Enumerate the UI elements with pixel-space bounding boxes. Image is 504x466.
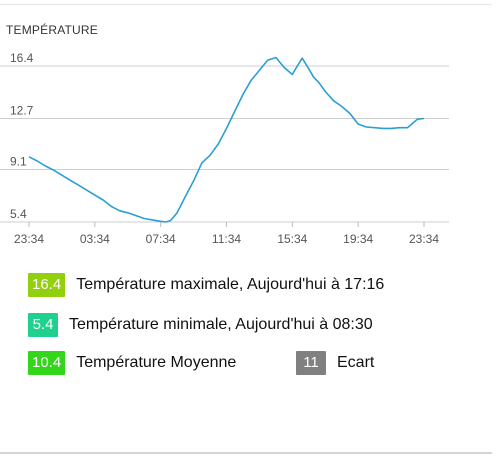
stat-average: 10.4 Température Moyenne: [28, 351, 236, 375]
x-tick-label: 07:34: [146, 232, 176, 246]
min-temp-badge: 5.4: [28, 313, 58, 337]
y-tick-label: 5.4: [10, 207, 27, 221]
max-temp-label: Température maximale, Aujourd'hui à 17:1…: [76, 276, 385, 293]
temperature-chart: 5.4 9.1 12.7 16.4 23:34 03:34 07:34 11:34 15:34…: [0, 51, 449, 246]
range-badge: 11: [296, 351, 326, 375]
chart-grid: [0, 65, 449, 223]
y-axis-ticks: 5.4 9.1 12.7 16.4: [10, 51, 34, 221]
chart-title: TEMPÉRATURE: [6, 23, 98, 37]
stat-max: 16.4 Température maximale, Aujourd'hui à…: [28, 273, 384, 297]
x-tick-label: 23:34: [14, 232, 44, 246]
x-tick-label: 15:34: [277, 232, 307, 246]
max-temp-badge: 16.4: [28, 273, 66, 297]
range-label: Ecart: [337, 354, 375, 371]
bottom-divider: [0, 452, 492, 454]
min-temp-label: Température minimale, Aujourd'hui à 08:3…: [69, 316, 373, 333]
x-tick-label: 19:34: [343, 232, 373, 246]
stat-range: 11 Ecart: [296, 351, 374, 375]
series-layer: [28, 56, 425, 223]
x-tick-label: 11:34: [212, 232, 241, 246]
avg-temp-label: Température Moyenne: [76, 354, 237, 371]
y-tick-label: 12.7: [10, 103, 34, 117]
top-divider: [0, 4, 492, 5]
x-axis-ticks: 23:34 03:34 07:34 11:34 15:34 19:34 23:34: [14, 222, 439, 246]
x-tick-label: 23:34: [409, 232, 439, 246]
avg-temp-badge: 10.4: [28, 351, 66, 375]
y-tick-label: 9.1: [10, 155, 27, 169]
stat-min: 5.4 Température minimale, Aujourd'hui à …: [28, 313, 373, 337]
x-tick-label: 03:34: [80, 232, 110, 246]
temperature-line: [28, 56, 425, 223]
y-tick-label: 16.4: [10, 51, 34, 65]
